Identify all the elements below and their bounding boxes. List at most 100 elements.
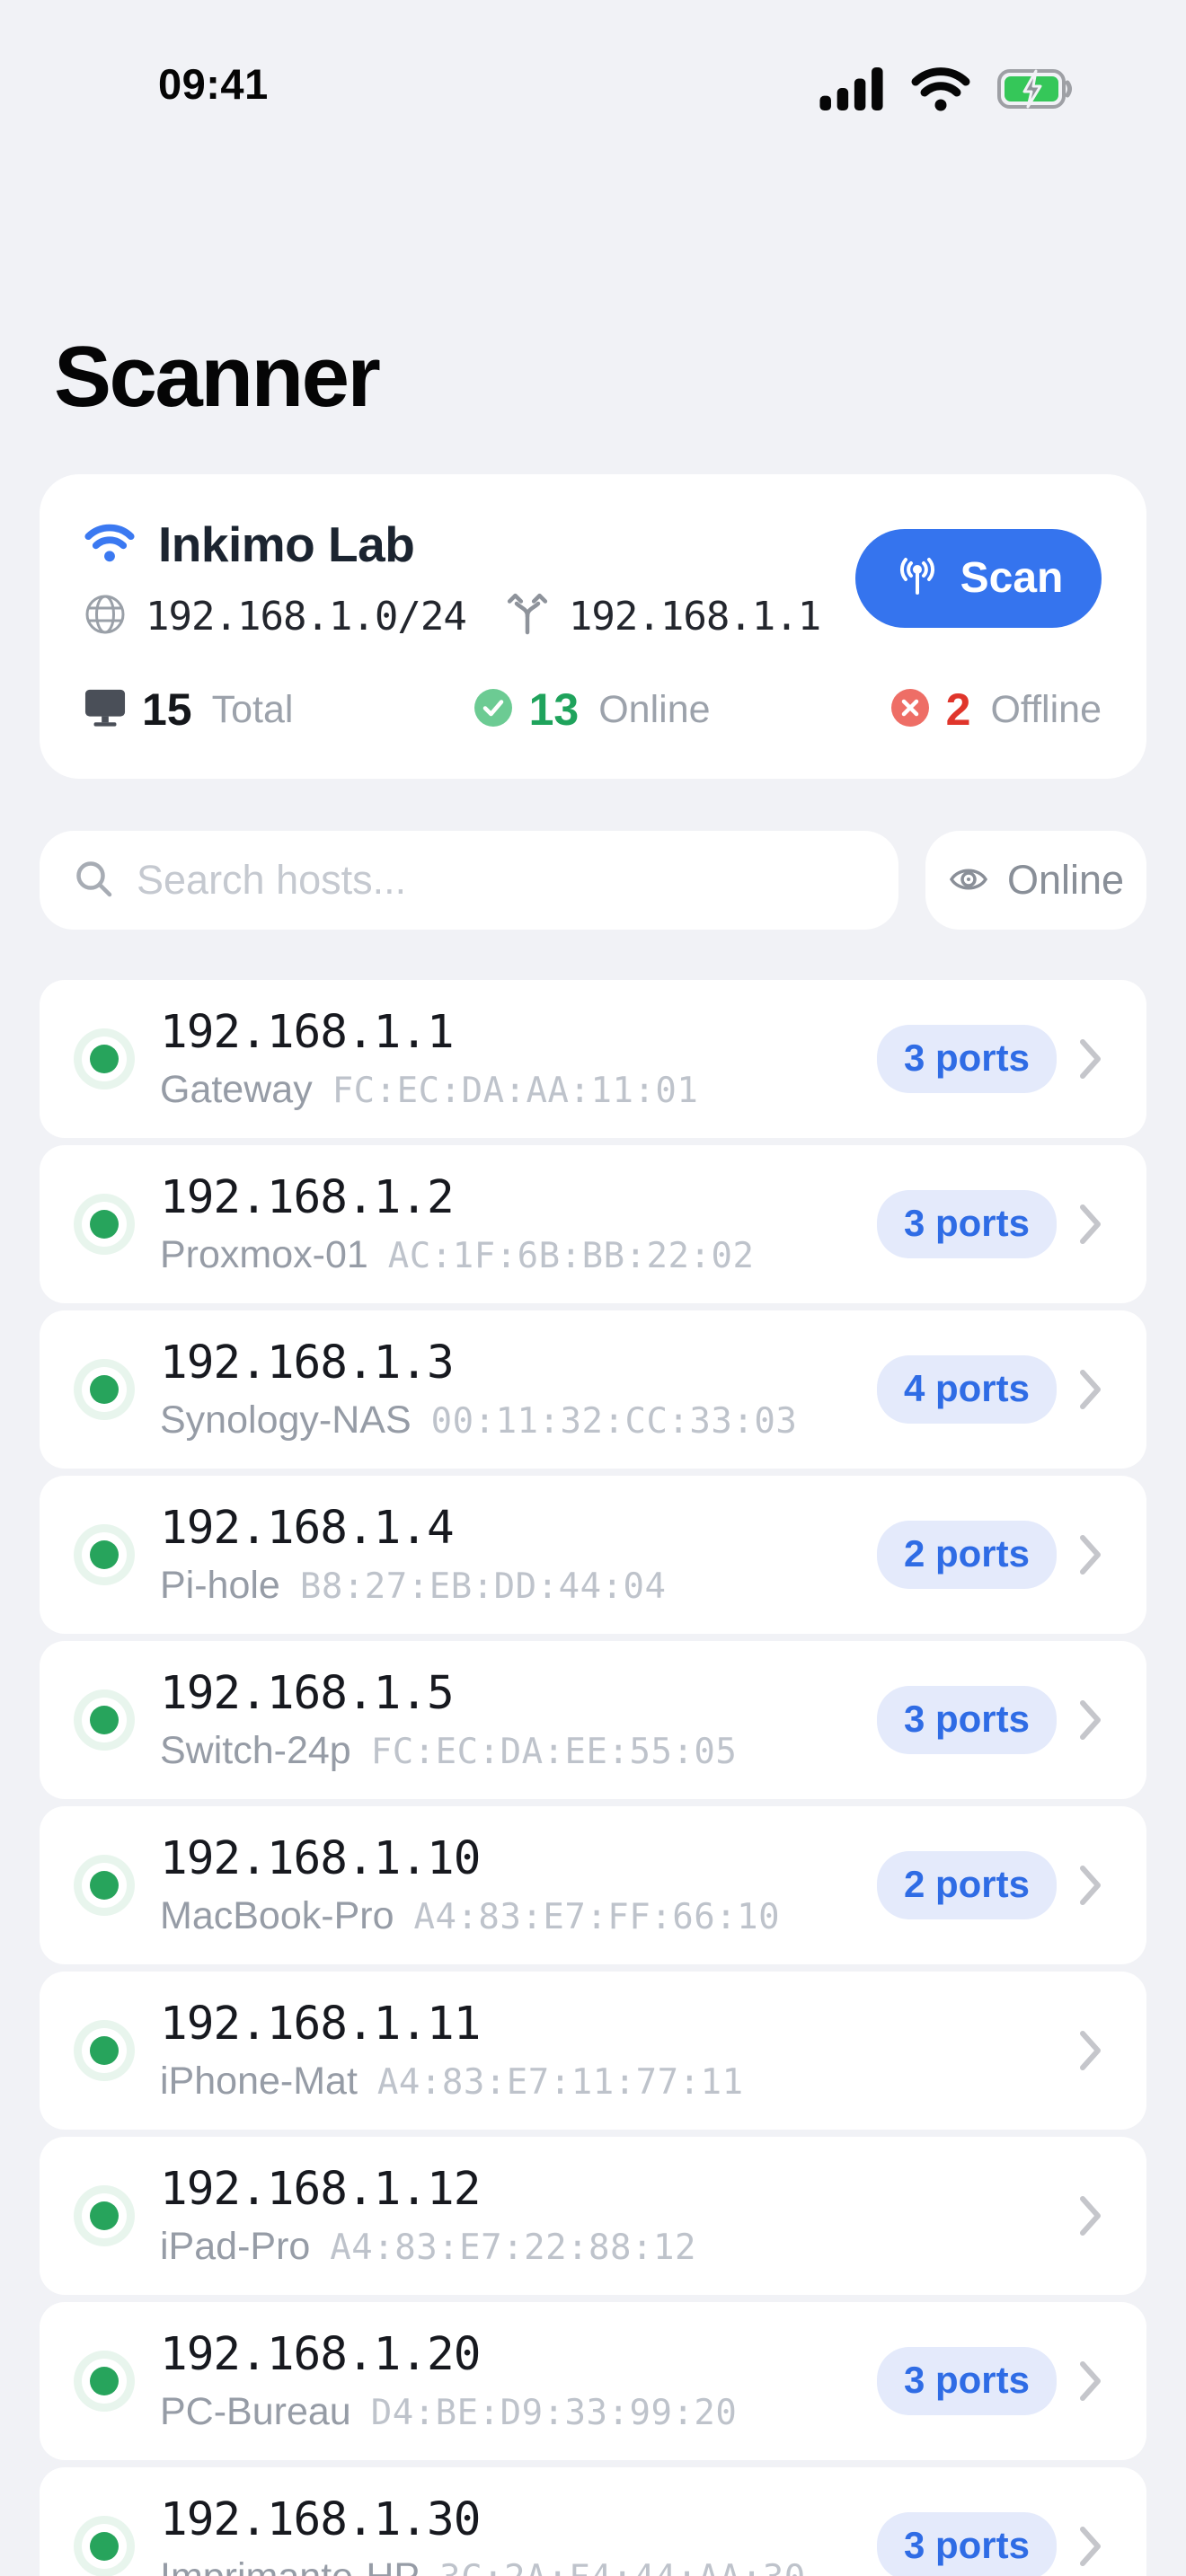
stat-total-value: 15 [142, 684, 192, 735]
stat-online-label: Online [598, 687, 711, 731]
host-name: PC-Bureau [160, 2390, 351, 2433]
host-mac: FC:EC:DA:EE:55:05 [370, 1732, 738, 1772]
host-row[interactable]: 192.168.1.12 iPad-Pro A4:83:E7:22:88:12 [40, 2137, 1146, 2295]
status-icons [819, 66, 1073, 116]
globe-icon [84, 594, 126, 640]
online-status-dot [74, 2185, 135, 2246]
online-status-dot [74, 2020, 135, 2081]
stat-online: 13 Online [474, 684, 711, 736]
online-status-dot [74, 1194, 135, 1255]
search-bar[interactable] [40, 831, 898, 930]
host-name: Gateway [160, 1068, 313, 1111]
ports-badge: 3 ports [876, 2512, 1057, 2576]
ports-badge: 3 ports [876, 1190, 1057, 1258]
chevron-right-icon [1080, 2527, 1102, 2566]
chevron-right-icon [1080, 2361, 1102, 2401]
ports-badge: 3 ports [876, 1025, 1057, 1093]
ports-badge: 4 ports [876, 1355, 1057, 1424]
host-mac: AC:1F:6B:BB:22:02 [387, 1236, 755, 1276]
wifi-status-icon [911, 66, 970, 116]
ports-badge: 2 ports [876, 1521, 1057, 1589]
x-circle-icon [890, 688, 930, 732]
host-ip: 192.168.1.5 [160, 1667, 455, 1720]
network-ssid: Inkimo Lab [158, 516, 415, 572]
host-ip: 192.168.1.4 [160, 1502, 455, 1555]
host-mac: B8:27:EB:DD:44:04 [299, 1566, 667, 1607]
host-name: Imprimante-HP [160, 2555, 420, 2576]
host-mac: A4:83:E7:11:77:11 [376, 2062, 744, 2103]
stat-total: 15 Total [84, 684, 293, 736]
host-row[interactable]: 192.168.1.5 Switch-24p FC:EC:DA:EE:55:05… [40, 1641, 1146, 1799]
host-name: MacBook-Pro [160, 1894, 394, 1937]
ports-badge: 3 ports [876, 1686, 1057, 1754]
online-status-dot [74, 1028, 135, 1090]
host-ip: 192.168.1.3 [160, 1337, 455, 1389]
chevron-right-icon [1080, 1866, 1102, 1905]
network-stats: 15 Total 13 Online 2 Offline [84, 684, 1102, 736]
host-ip: 192.168.1.11 [160, 1998, 481, 2051]
online-status-dot [74, 1689, 135, 1751]
host-mac: 00:11:32:CC:33:03 [430, 1401, 798, 1442]
host-row[interactable]: 192.168.1.4 Pi-hole B8:27:EB:DD:44:04 2 … [40, 1476, 1146, 1634]
chevron-right-icon [1080, 1535, 1102, 1575]
network-gateway: 192.168.1.1 [568, 594, 821, 640]
stat-total-label: Total [211, 687, 294, 731]
monitor-icon [84, 688, 126, 732]
host-row[interactable]: 192.168.1.11 iPhone-Mat A4:83:E7:11:77:1… [40, 1972, 1146, 2130]
host-mac: 3C:2A:F4:44:AA:30 [439, 2558, 806, 2576]
gateway-branch-icon [506, 593, 549, 640]
ports-badge: 2 ports [876, 1851, 1057, 1919]
stat-offline-value: 2 [945, 684, 971, 735]
host-list: 192.168.1.1 Gateway FC:EC:DA:AA:11:01 3 … [40, 980, 1146, 2576]
online-status-dot [74, 1524, 135, 1585]
search-input[interactable] [137, 857, 864, 904]
host-row[interactable]: 192.168.1.1 Gateway FC:EC:DA:AA:11:01 3 … [40, 980, 1146, 1138]
page-title: Scanner [54, 329, 381, 425]
battery-charging-icon [997, 69, 1073, 113]
wifi-icon [84, 523, 135, 567]
cellular-signal-icon [819, 67, 884, 115]
host-mac: FC:EC:DA:AA:11:01 [332, 1071, 699, 1111]
host-name: Proxmox-01 [160, 1233, 368, 1276]
stat-online-value: 13 [528, 684, 580, 735]
online-status-dot [74, 1855, 135, 1916]
scan-button[interactable]: Scan [855, 528, 1102, 628]
host-ip: 192.168.1.2 [160, 1171, 455, 1224]
online-filter-label: Online [1006, 857, 1125, 903]
host-name: iPhone-Mat [160, 2060, 358, 2103]
status-time: 09:41 [158, 60, 269, 108]
status-bar: 09:41 [0, 0, 1186, 126]
host-row[interactable]: 192.168.1.2 Proxmox-01 AC:1F:6B:BB:22:02… [40, 1145, 1146, 1303]
check-circle-icon [474, 688, 513, 732]
chevron-right-icon [1080, 1204, 1102, 1244]
chevron-right-icon [1080, 2196, 1102, 2236]
stat-offline-label: Offline [990, 687, 1102, 731]
host-mac: A4:83:E7:22:88:12 [330, 2228, 696, 2268]
host-name: iPad-Pro [160, 2225, 311, 2268]
chevron-right-icon [1080, 1700, 1102, 1740]
host-row[interactable]: 192.168.1.3 Synology-NAS 00:11:32:CC:33:… [40, 1310, 1146, 1469]
online-status-dot [74, 2351, 135, 2412]
network-summary-card: Inkimo Lab 192.168.1.0/24 [40, 474, 1146, 779]
host-mac: D4:BE:D9:33:99:20 [370, 2393, 738, 2433]
chevron-right-icon [1080, 1039, 1102, 1079]
antenna-icon [894, 555, 941, 601]
host-row[interactable]: 192.168.1.20 PC-Bureau D4:BE:D9:33:99:20… [40, 2302, 1146, 2460]
host-row[interactable]: 192.168.1.10 MacBook-Pro A4:83:E7:FF:66:… [40, 1806, 1146, 1964]
host-ip: 192.168.1.12 [160, 2163, 481, 2216]
search-icon [74, 859, 113, 903]
host-name: Switch-24p [160, 1729, 351, 1772]
ports-badge: 3 ports [876, 2347, 1057, 2415]
chevron-right-icon [1080, 1370, 1102, 1409]
host-ip: 192.168.1.10 [160, 1832, 481, 1885]
chevron-right-icon [1080, 2031, 1102, 2070]
online-filter-button[interactable]: Online [925, 831, 1146, 930]
online-status-dot [74, 2516, 135, 2576]
host-ip: 192.168.1.1 [160, 1006, 455, 1059]
network-subnet: 192.168.1.0/24 [146, 594, 467, 640]
host-row[interactable]: 192.168.1.30 Imprimante-HP 3C:2A:F4:44:A… [40, 2467, 1146, 2576]
stat-offline: 2 Offline [890, 684, 1102, 736]
host-ip: 192.168.1.20 [160, 2328, 481, 2381]
host-mac: A4:83:E7:FF:66:10 [413, 1897, 781, 1937]
host-name: Synology-NAS [160, 1398, 412, 1442]
